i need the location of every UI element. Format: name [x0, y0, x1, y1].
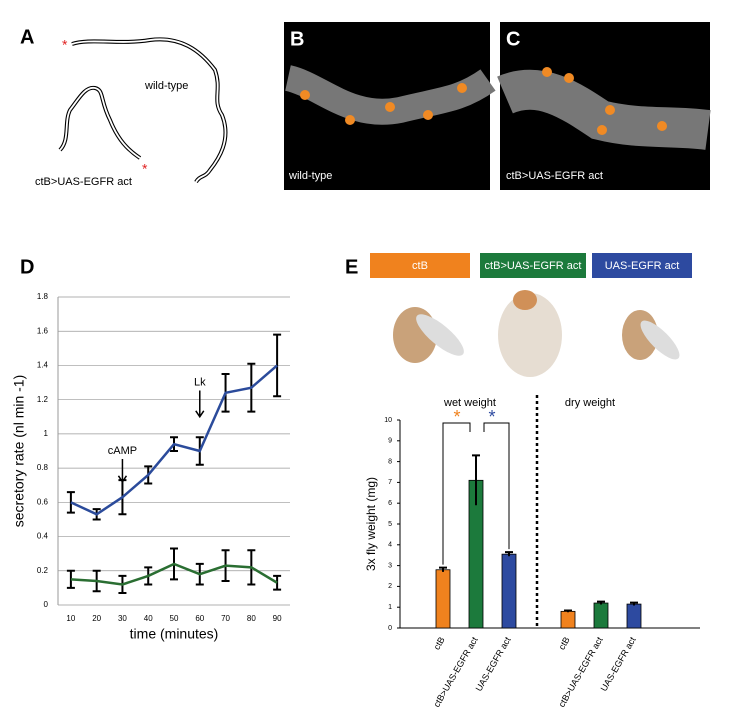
x-tick-label: ctB	[557, 635, 572, 651]
annotation-arrow	[195, 390, 205, 419]
x-tick-label: ctB	[432, 635, 447, 651]
legend-label: ctB>UAS-EGFR act	[485, 260, 582, 272]
significance: *	[488, 407, 495, 427]
annotation: Lk	[194, 376, 206, 388]
marker: *	[62, 37, 68, 53]
y-tick-label: 1	[44, 429, 49, 438]
y-tick-label: 1	[388, 604, 392, 611]
tubule-drawing	[58, 37, 228, 184]
significance: *	[453, 407, 460, 427]
x-tick-label: 10	[66, 614, 75, 623]
y-tick-label: 7	[388, 479, 392, 486]
y-tick-label: 0.6	[37, 497, 49, 506]
x-tick-label: 20	[92, 614, 101, 623]
cell-markers	[542, 67, 667, 135]
x-tick-label: 40	[144, 614, 153, 623]
error-bar	[630, 601, 638, 606]
label: ctB>UAS-EGFR act	[35, 176, 132, 188]
x-tick-label: 70	[221, 614, 230, 623]
legend-swatch	[370, 253, 470, 278]
x-tick-label: UAS-EGFR act	[474, 635, 513, 693]
x-tick-label: 30	[118, 614, 127, 623]
y-tick-label: 0.8	[37, 463, 49, 472]
error-bar	[273, 333, 282, 398]
panel-letter: D	[20, 256, 34, 278]
y-tick-label: 0	[388, 625, 392, 632]
y-tick-label: 8	[388, 458, 392, 465]
y-tick-label: 6	[388, 500, 392, 507]
label: ctB>UAS-EGFR act	[506, 170, 603, 182]
y-tick-label: 2	[388, 583, 392, 590]
y-tick-label: 9	[388, 438, 392, 445]
marker: *	[142, 161, 148, 177]
line	[70, 562, 278, 586]
y-tick-label: 0.4	[37, 532, 49, 541]
y-tick-label: 1.8	[37, 292, 49, 301]
cell-markers	[300, 83, 467, 125]
bar	[626, 603, 642, 629]
bar	[560, 610, 576, 629]
y-tick-label: 1.4	[37, 361, 49, 370]
error-bar	[472, 454, 480, 506]
label: wild-type	[144, 80, 188, 92]
bracket	[483, 422, 510, 550]
fly-photos	[393, 290, 680, 377]
panel-letter: E	[345, 256, 358, 278]
y-tick-label: 10	[384, 417, 392, 424]
panel-letter: A	[20, 26, 34, 48]
label: wild-type	[288, 170, 332, 182]
y-tick-label: 4	[388, 542, 392, 549]
tubule-image	[284, 65, 496, 125]
x-tick-label: 80	[247, 614, 256, 623]
annotation: cAMP	[108, 445, 137, 457]
x-axis-label: time (minutes)	[130, 626, 219, 642]
y-tick-label: 0	[44, 600, 49, 609]
bar	[435, 569, 451, 629]
bracket	[442, 422, 471, 565]
x-tick-label: UAS-EGFR act	[599, 635, 638, 693]
bar	[501, 553, 517, 629]
panel-letter: C	[506, 28, 520, 50]
group-label: dry weight	[565, 397, 615, 409]
panel-letter: B	[290, 28, 304, 50]
y-tick-label: 1.6	[37, 326, 49, 335]
legend-label: UAS-EGFR act	[605, 260, 680, 272]
legend-label: ctB	[412, 260, 428, 272]
error-bar	[439, 566, 447, 572]
x-tick-label: 60	[195, 614, 204, 623]
line	[70, 364, 278, 516]
tubule-image	[497, 69, 711, 150]
y-tick-label: 0.2	[37, 566, 49, 575]
y-axis-label: 3x fly weight (mg)	[364, 477, 378, 571]
y-axis-label: secretory rate (nl min -1)	[11, 375, 27, 527]
legend-swatch	[480, 253, 586, 278]
bar	[593, 602, 609, 629]
annotation-arrow	[117, 459, 128, 484]
x-tick-label: 90	[273, 614, 282, 623]
error-bar	[564, 609, 572, 613]
y-tick-label: 5	[388, 521, 392, 528]
y-tick-label: 3	[388, 562, 392, 569]
legend-swatch	[592, 253, 692, 278]
y-tick-label: 1.2	[37, 395, 49, 404]
error-bar	[597, 600, 605, 605]
error-bar	[505, 551, 513, 557]
x-tick-label: 50	[170, 614, 179, 623]
group-label: wet weight	[443, 397, 496, 409]
